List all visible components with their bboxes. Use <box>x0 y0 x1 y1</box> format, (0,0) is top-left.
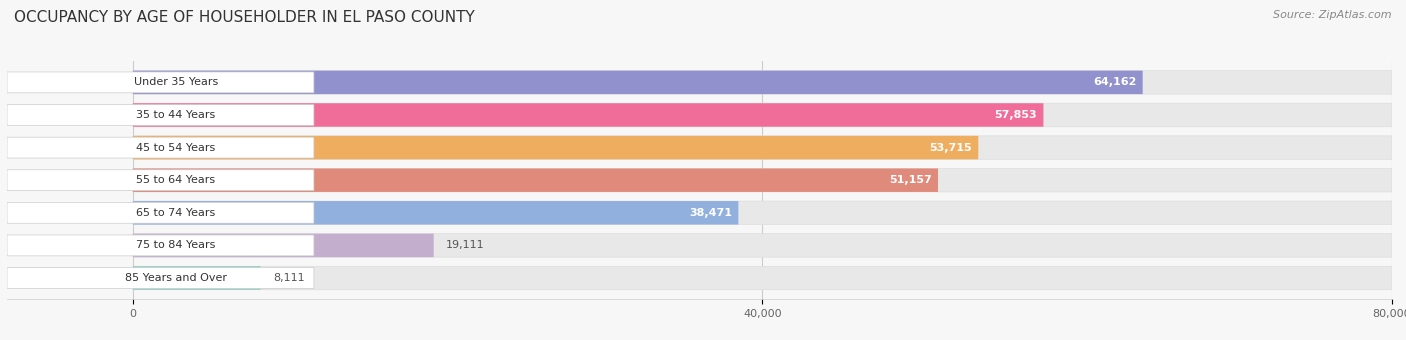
Text: 53,715: 53,715 <box>929 142 972 153</box>
FancyBboxPatch shape <box>134 136 1392 159</box>
Text: 64,162: 64,162 <box>1092 78 1136 87</box>
FancyBboxPatch shape <box>134 234 433 257</box>
FancyBboxPatch shape <box>7 268 314 288</box>
FancyBboxPatch shape <box>134 136 979 159</box>
FancyBboxPatch shape <box>134 103 1392 127</box>
Text: OCCUPANCY BY AGE OF HOUSEHOLDER IN EL PASO COUNTY: OCCUPANCY BY AGE OF HOUSEHOLDER IN EL PA… <box>14 10 475 25</box>
Text: Source: ZipAtlas.com: Source: ZipAtlas.com <box>1274 10 1392 20</box>
FancyBboxPatch shape <box>134 71 1392 94</box>
Text: 19,111: 19,111 <box>446 240 485 250</box>
Text: 8,111: 8,111 <box>273 273 305 283</box>
Text: 51,157: 51,157 <box>889 175 932 185</box>
FancyBboxPatch shape <box>7 105 314 125</box>
FancyBboxPatch shape <box>7 202 314 223</box>
FancyBboxPatch shape <box>134 71 1143 94</box>
FancyBboxPatch shape <box>134 201 738 224</box>
FancyBboxPatch shape <box>134 234 1392 257</box>
FancyBboxPatch shape <box>7 137 314 158</box>
Text: 55 to 64 Years: 55 to 64 Years <box>136 175 215 185</box>
Text: Under 35 Years: Under 35 Years <box>134 78 218 87</box>
FancyBboxPatch shape <box>134 266 260 290</box>
FancyBboxPatch shape <box>7 72 314 93</box>
Text: 75 to 84 Years: 75 to 84 Years <box>136 240 215 250</box>
FancyBboxPatch shape <box>134 168 1392 192</box>
Text: 57,853: 57,853 <box>994 110 1038 120</box>
FancyBboxPatch shape <box>134 103 1043 127</box>
FancyBboxPatch shape <box>134 168 938 192</box>
FancyBboxPatch shape <box>134 266 1392 290</box>
Text: 38,471: 38,471 <box>689 208 733 218</box>
Text: 65 to 74 Years: 65 to 74 Years <box>136 208 215 218</box>
Text: 45 to 54 Years: 45 to 54 Years <box>136 142 215 153</box>
FancyBboxPatch shape <box>134 201 1392 224</box>
FancyBboxPatch shape <box>7 235 314 256</box>
Text: 35 to 44 Years: 35 to 44 Years <box>136 110 215 120</box>
Text: 85 Years and Over: 85 Years and Over <box>125 273 226 283</box>
FancyBboxPatch shape <box>7 170 314 191</box>
